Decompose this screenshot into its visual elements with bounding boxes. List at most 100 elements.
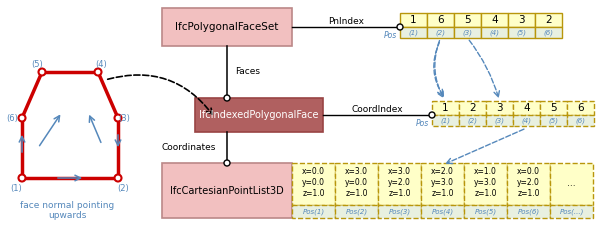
Text: 5: 5: [550, 103, 557, 113]
FancyBboxPatch shape: [459, 115, 486, 126]
FancyBboxPatch shape: [454, 27, 481, 38]
Text: y=3.0: y=3.0: [431, 178, 454, 187]
Text: (6): (6): [544, 29, 554, 36]
FancyBboxPatch shape: [481, 13, 508, 27]
Text: Pos(...): Pos(...): [559, 208, 584, 215]
FancyBboxPatch shape: [459, 101, 486, 115]
Text: Pos(2): Pos(2): [346, 208, 368, 215]
Text: (4): (4): [95, 60, 107, 70]
Text: (5): (5): [31, 60, 43, 70]
Text: x=0.0: x=0.0: [517, 166, 540, 175]
FancyBboxPatch shape: [508, 13, 535, 27]
Text: x=0.0: x=0.0: [302, 166, 325, 175]
FancyBboxPatch shape: [481, 27, 508, 38]
Text: z=1.0: z=1.0: [517, 190, 540, 198]
FancyBboxPatch shape: [378, 163, 421, 205]
FancyBboxPatch shape: [292, 163, 335, 205]
Circle shape: [38, 68, 46, 75]
Circle shape: [115, 114, 121, 121]
Text: 3: 3: [496, 103, 503, 113]
FancyBboxPatch shape: [567, 115, 594, 126]
Text: z=1.0: z=1.0: [388, 190, 411, 198]
Text: x=3.0: x=3.0: [388, 166, 411, 175]
Text: face normal pointing: face normal pointing: [20, 200, 114, 209]
FancyBboxPatch shape: [486, 101, 513, 115]
FancyBboxPatch shape: [486, 115, 513, 126]
Text: Pos(1): Pos(1): [302, 208, 325, 215]
FancyBboxPatch shape: [464, 205, 507, 218]
FancyBboxPatch shape: [427, 27, 454, 38]
FancyBboxPatch shape: [162, 163, 292, 218]
FancyBboxPatch shape: [535, 27, 562, 38]
Text: x=2.0: x=2.0: [431, 166, 454, 175]
FancyBboxPatch shape: [400, 27, 427, 38]
FancyBboxPatch shape: [550, 163, 593, 205]
FancyBboxPatch shape: [195, 98, 323, 132]
Text: 5: 5: [464, 15, 471, 25]
Text: (1): (1): [409, 29, 419, 36]
Text: x=1.0: x=1.0: [474, 166, 497, 175]
FancyBboxPatch shape: [432, 115, 459, 126]
FancyBboxPatch shape: [540, 115, 567, 126]
FancyBboxPatch shape: [427, 13, 454, 27]
Text: (1): (1): [440, 117, 451, 124]
Circle shape: [19, 174, 25, 182]
Text: y=3.0: y=3.0: [474, 178, 497, 187]
FancyBboxPatch shape: [507, 205, 550, 218]
Circle shape: [429, 112, 435, 118]
Text: z=1.0: z=1.0: [345, 190, 368, 198]
Text: Pos(5): Pos(5): [475, 208, 497, 215]
Text: z=1.0: z=1.0: [302, 190, 325, 198]
Text: Pos(6): Pos(6): [517, 208, 539, 215]
FancyBboxPatch shape: [378, 205, 421, 218]
FancyBboxPatch shape: [400, 13, 427, 27]
Text: (3): (3): [463, 29, 473, 36]
Text: CoordIndex: CoordIndex: [352, 104, 403, 114]
FancyBboxPatch shape: [421, 205, 464, 218]
FancyBboxPatch shape: [550, 205, 593, 218]
Text: y=2.0: y=2.0: [517, 178, 540, 187]
Text: 4: 4: [491, 15, 498, 25]
Text: 1: 1: [442, 103, 449, 113]
FancyBboxPatch shape: [507, 163, 550, 205]
Circle shape: [19, 114, 25, 121]
Text: (5): (5): [548, 117, 559, 124]
Text: 6: 6: [437, 15, 444, 25]
Text: 6: 6: [577, 103, 584, 113]
Circle shape: [224, 160, 230, 166]
FancyBboxPatch shape: [335, 163, 378, 205]
Text: y=0.0: y=0.0: [345, 178, 368, 187]
Text: (1): (1): [10, 184, 22, 192]
Text: Pos(4): Pos(4): [431, 208, 454, 215]
FancyBboxPatch shape: [292, 205, 335, 218]
FancyBboxPatch shape: [567, 101, 594, 115]
FancyBboxPatch shape: [540, 101, 567, 115]
Text: 3: 3: [518, 15, 525, 25]
Text: IfcCartesianPointList3D: IfcCartesianPointList3D: [170, 186, 284, 196]
Text: z=1.0: z=1.0: [474, 190, 497, 198]
Text: 4: 4: [523, 103, 530, 113]
Text: 2: 2: [545, 15, 552, 25]
Text: (6): (6): [575, 117, 586, 124]
Text: (3): (3): [494, 117, 505, 124]
FancyBboxPatch shape: [513, 115, 540, 126]
FancyBboxPatch shape: [432, 101, 459, 115]
Text: y=0.0: y=0.0: [302, 178, 325, 187]
FancyBboxPatch shape: [421, 163, 464, 205]
Text: (6): (6): [6, 114, 18, 122]
Text: upwards: upwards: [48, 210, 86, 220]
Text: Pos: Pos: [416, 120, 429, 128]
Text: Pos(3): Pos(3): [388, 208, 410, 215]
Text: 2: 2: [469, 103, 476, 113]
Text: (4): (4): [490, 29, 499, 36]
Text: IfcIndexedPolygonalFace: IfcIndexedPolygonalFace: [199, 110, 319, 120]
Text: ...: ...: [567, 180, 576, 188]
Circle shape: [224, 95, 230, 101]
Text: PnIndex: PnIndex: [328, 16, 364, 26]
FancyBboxPatch shape: [513, 101, 540, 115]
FancyBboxPatch shape: [535, 13, 562, 27]
Text: 1: 1: [410, 15, 417, 25]
Circle shape: [95, 68, 101, 75]
Text: (2): (2): [436, 29, 445, 36]
Text: x=3.0: x=3.0: [345, 166, 368, 175]
